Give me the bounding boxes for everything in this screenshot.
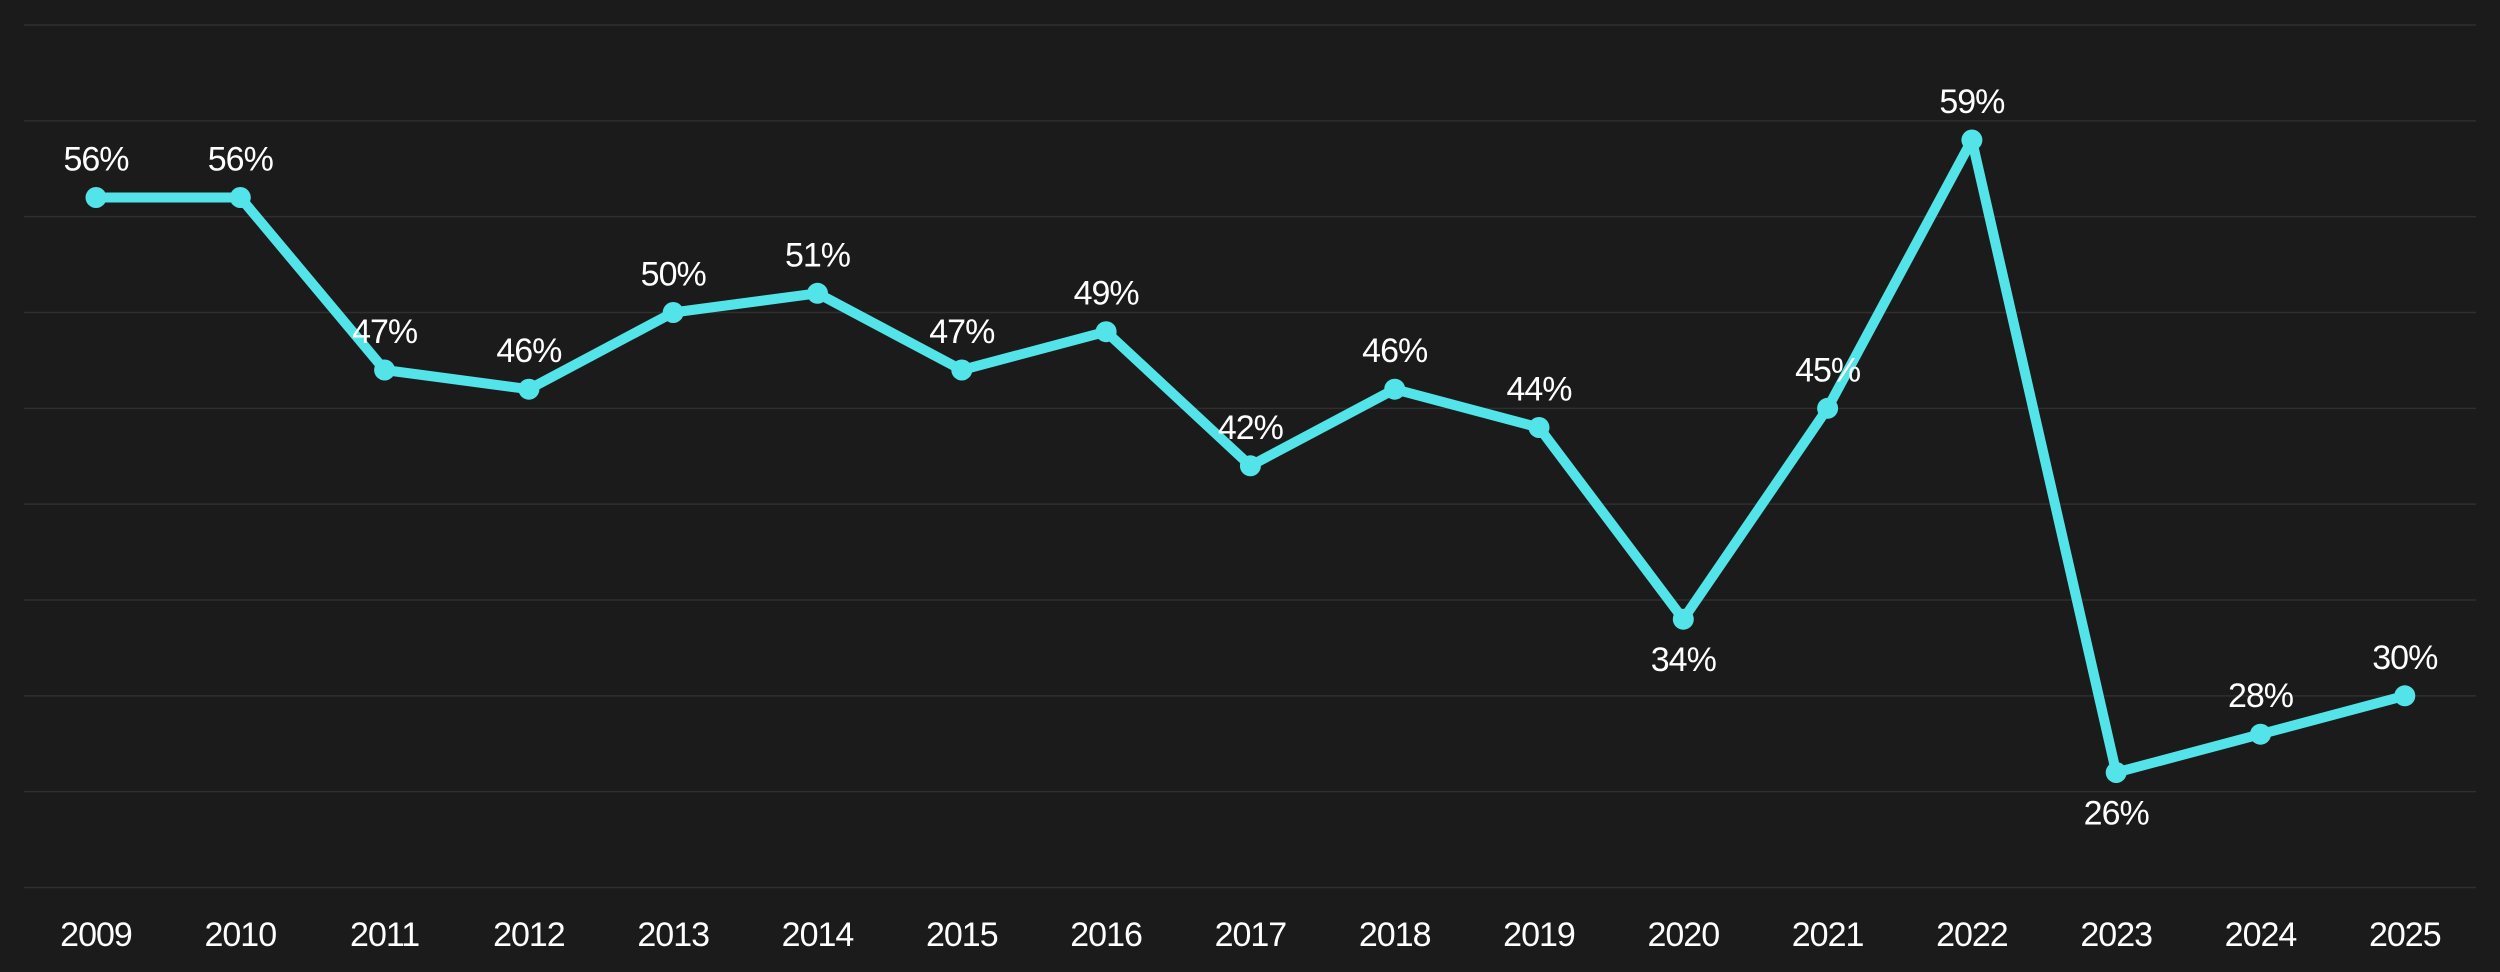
data-point[interactable]: [85, 187, 107, 208]
x-axis-tick-label: 2018: [1359, 916, 1431, 954]
data-point[interactable]: [2105, 762, 2127, 783]
data-point-label: 28%: [2228, 677, 2294, 715]
data-point[interactable]: [807, 282, 828, 304]
data-point-label: 51%: [785, 236, 851, 274]
data-point-label: 42%: [1218, 409, 1284, 447]
data-point-label: 26%: [2084, 795, 2150, 833]
x-axis-tick-label: 2009: [60, 916, 132, 954]
data-point[interactable]: [1384, 378, 1406, 400]
data-point[interactable]: [1961, 129, 1983, 151]
data-point-label: 50%: [641, 256, 707, 294]
data-point[interactable]: [662, 302, 684, 323]
x-axis-tick-label: 2025: [2369, 916, 2441, 954]
x-axis-tick-label: 2016: [1070, 916, 1142, 954]
point-labels-group: 56% 56% 47% 46% 50% 51% 47% 49% 42% 46% 44% 34% 45% 5…: [63, 83, 2439, 833]
x-axis-tick-label: 2019: [1503, 916, 1575, 954]
x-axis-tick-label: 2017: [1215, 916, 1287, 954]
data-point-label: 46%: [496, 332, 562, 370]
data-point-label: 34%: [1651, 641, 1717, 679]
data-point-label: 44%: [1506, 371, 1572, 409]
data-point-label: 30%: [2372, 639, 2438, 677]
data-point-label: 46%: [1362, 332, 1428, 370]
data-point-label: 45%: [1795, 351, 1861, 389]
data-point[interactable]: [1095, 321, 1117, 343]
data-point-label: 47%: [352, 313, 418, 351]
x-axis-tick-label: 2012: [493, 916, 565, 954]
data-point[interactable]: [2394, 685, 2416, 707]
x-axis-tick-label: 2023: [2080, 916, 2152, 954]
data-point[interactable]: [518, 378, 540, 400]
x-axis-tick-label: 2011: [350, 916, 419, 954]
data-point-label: 56%: [63, 141, 129, 179]
data-point[interactable]: [2250, 723, 2271, 745]
data-point[interactable]: [1528, 417, 1550, 438]
data-point[interactable]: [1817, 397, 1839, 419]
data-point[interactable]: [1239, 455, 1261, 477]
data-point-label: 49%: [1074, 275, 1140, 313]
data-point[interactable]: [374, 359, 396, 381]
x-axis-tick-label: 2024: [2225, 916, 2297, 954]
series-group: [85, 129, 2416, 783]
x-axis-tick-label: 2010: [204, 916, 276, 954]
x-axis-tick-label: 2015: [926, 916, 998, 954]
data-point[interactable]: [951, 359, 973, 381]
x-axis-tick-label: 2014: [782, 916, 854, 954]
data-point-label: 56%: [208, 141, 274, 179]
data-point-label: 59%: [1939, 83, 2005, 121]
data-point-label: 47%: [929, 313, 995, 351]
data-point[interactable]: [229, 187, 251, 208]
x-axis-tick-label: 2022: [1936, 916, 2008, 954]
data-point[interactable]: [1672, 608, 1694, 630]
x-axis-tick-label: 2021: [1792, 916, 1864, 954]
gridlines-group: [24, 24, 2476, 889]
x-axis-group: 2009 2010 2011 2012 2013 2014 2015 2016 2017 2018…: [60, 916, 2442, 954]
x-axis-tick-label: 2020: [1647, 916, 1719, 954]
x-axis-tick-label: 2013: [637, 916, 709, 954]
